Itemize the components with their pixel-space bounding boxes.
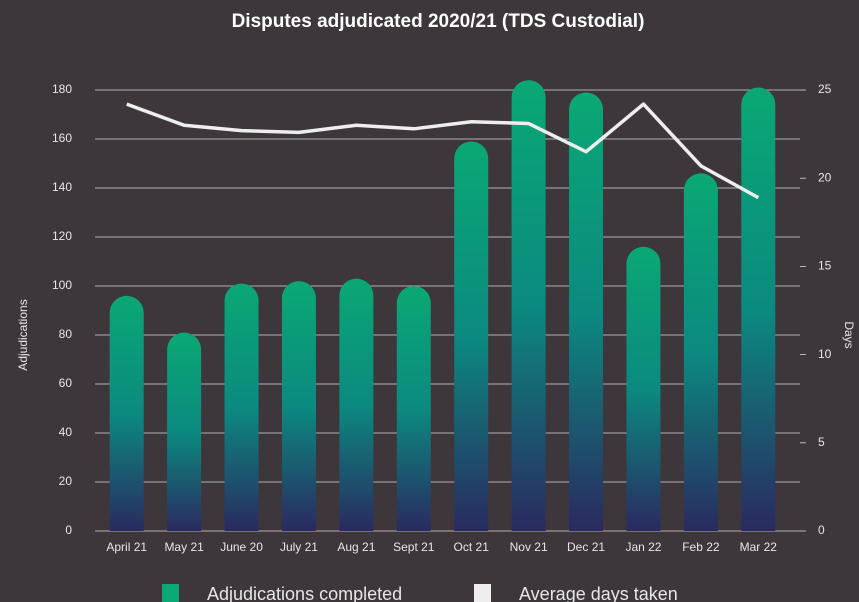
- y-tick-label: 40: [59, 425, 73, 439]
- x-tick-label: Aug 21: [337, 540, 375, 554]
- y2-tick-label: 25: [818, 82, 832, 96]
- bar: [224, 283, 259, 531]
- y2-tick-label: 5: [818, 435, 825, 449]
- bar: [741, 87, 776, 532]
- y2-axis-label: Days: [842, 321, 856, 348]
- y-tick-label: 120: [52, 229, 72, 243]
- legend-label: Adjudications completed: [207, 584, 402, 602]
- bar: [167, 332, 202, 531]
- y-tick-label: 80: [59, 327, 73, 341]
- y-tick-label: 0: [65, 523, 72, 537]
- y-tick-label: 180: [52, 82, 72, 96]
- bar: [626, 246, 661, 531]
- y-tick-label: 160: [52, 131, 72, 145]
- bar: [281, 281, 316, 531]
- y-tick-label: 140: [52, 180, 72, 194]
- x-tick-label: Mar 22: [740, 540, 778, 554]
- bar: [454, 141, 489, 531]
- bar: [683, 173, 718, 532]
- x-tick-label: Jan 22: [625, 540, 661, 554]
- x-tick-label: April 21: [106, 540, 147, 554]
- y-tick-label: 100: [52, 278, 72, 292]
- chart-title: Disputes adjudicated 2020/21 (TDS Custod…: [232, 11, 645, 32]
- x-tick-label: Feb 22: [682, 540, 720, 554]
- x-tick-label: May 21: [164, 540, 204, 554]
- legend-label: Average days taken: [519, 584, 678, 602]
- x-tick-label: Dec 21: [567, 540, 605, 554]
- y-tick-label: 60: [59, 376, 73, 390]
- legend-swatch: [162, 584, 179, 602]
- x-tick-label: Nov 21: [510, 540, 548, 554]
- bar: [109, 295, 144, 531]
- bar: [569, 92, 604, 531]
- bar: [339, 278, 374, 531]
- y2-tick-label: 15: [818, 259, 832, 273]
- bar: [511, 80, 546, 531]
- y-axis-label: Adjudications: [16, 299, 30, 370]
- legend-swatch: [474, 584, 491, 602]
- x-tick-label: June 20: [220, 540, 263, 554]
- line: [126, 102, 760, 200]
- bar: [396, 286, 431, 531]
- y2-tick-label: 10: [818, 347, 832, 361]
- x-tick-label: Oct 21: [454, 540, 490, 554]
- x-tick-label: July 21: [280, 540, 318, 554]
- y2-tick-label: 20: [818, 170, 832, 184]
- y-tick-label: 20: [59, 474, 73, 488]
- x-tick-label: Sept 21: [393, 540, 435, 554]
- y2-tick-label: 0: [818, 523, 825, 537]
